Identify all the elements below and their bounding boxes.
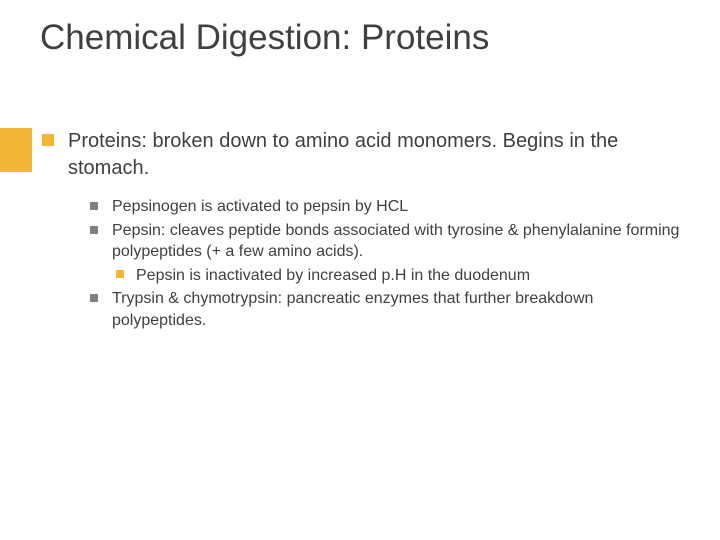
bullet-level2: Pepsinogen is activated to pepsin by HCL: [90, 196, 682, 218]
bullet-level2: Trypsin & chymotrypsin: pancreatic enzym…: [90, 288, 682, 331]
content-area: Proteins: broken down to amino acid mono…: [42, 128, 682, 334]
square-bullet-icon: [116, 270, 124, 278]
square-bullet-icon: [90, 226, 98, 234]
subsub-list: Pepsin is inactivated by increased p.H i…: [116, 265, 682, 287]
bullet-level3: Pepsin is inactivated by increased p.H i…: [116, 265, 682, 287]
subsub-text: Pepsin is inactivated by increased p.H i…: [136, 265, 530, 287]
main-text: Proteins: broken down to amino acid mono…: [68, 128, 682, 182]
bullet-level1: Proteins: broken down to amino acid mono…: [42, 128, 682, 182]
sub-text: Trypsin & chymotrypsin: pancreatic enzym…: [112, 288, 682, 331]
accent-bar: [0, 128, 32, 172]
square-bullet-icon: [90, 294, 98, 302]
sub-text: Pepsinogen is activated to pepsin by HCL: [112, 196, 408, 218]
square-bullet-icon: [90, 202, 98, 210]
sub-list: Pepsinogen is activated to pepsin by HCL…: [90, 196, 682, 332]
square-bullet-icon: [42, 134, 54, 146]
bullet-level2: Pepsin: cleaves peptide bonds associated…: [90, 220, 682, 263]
slide-title: Chemical Digestion: Proteins: [40, 18, 489, 58]
sub-text: Pepsin: cleaves peptide bonds associated…: [112, 220, 682, 263]
